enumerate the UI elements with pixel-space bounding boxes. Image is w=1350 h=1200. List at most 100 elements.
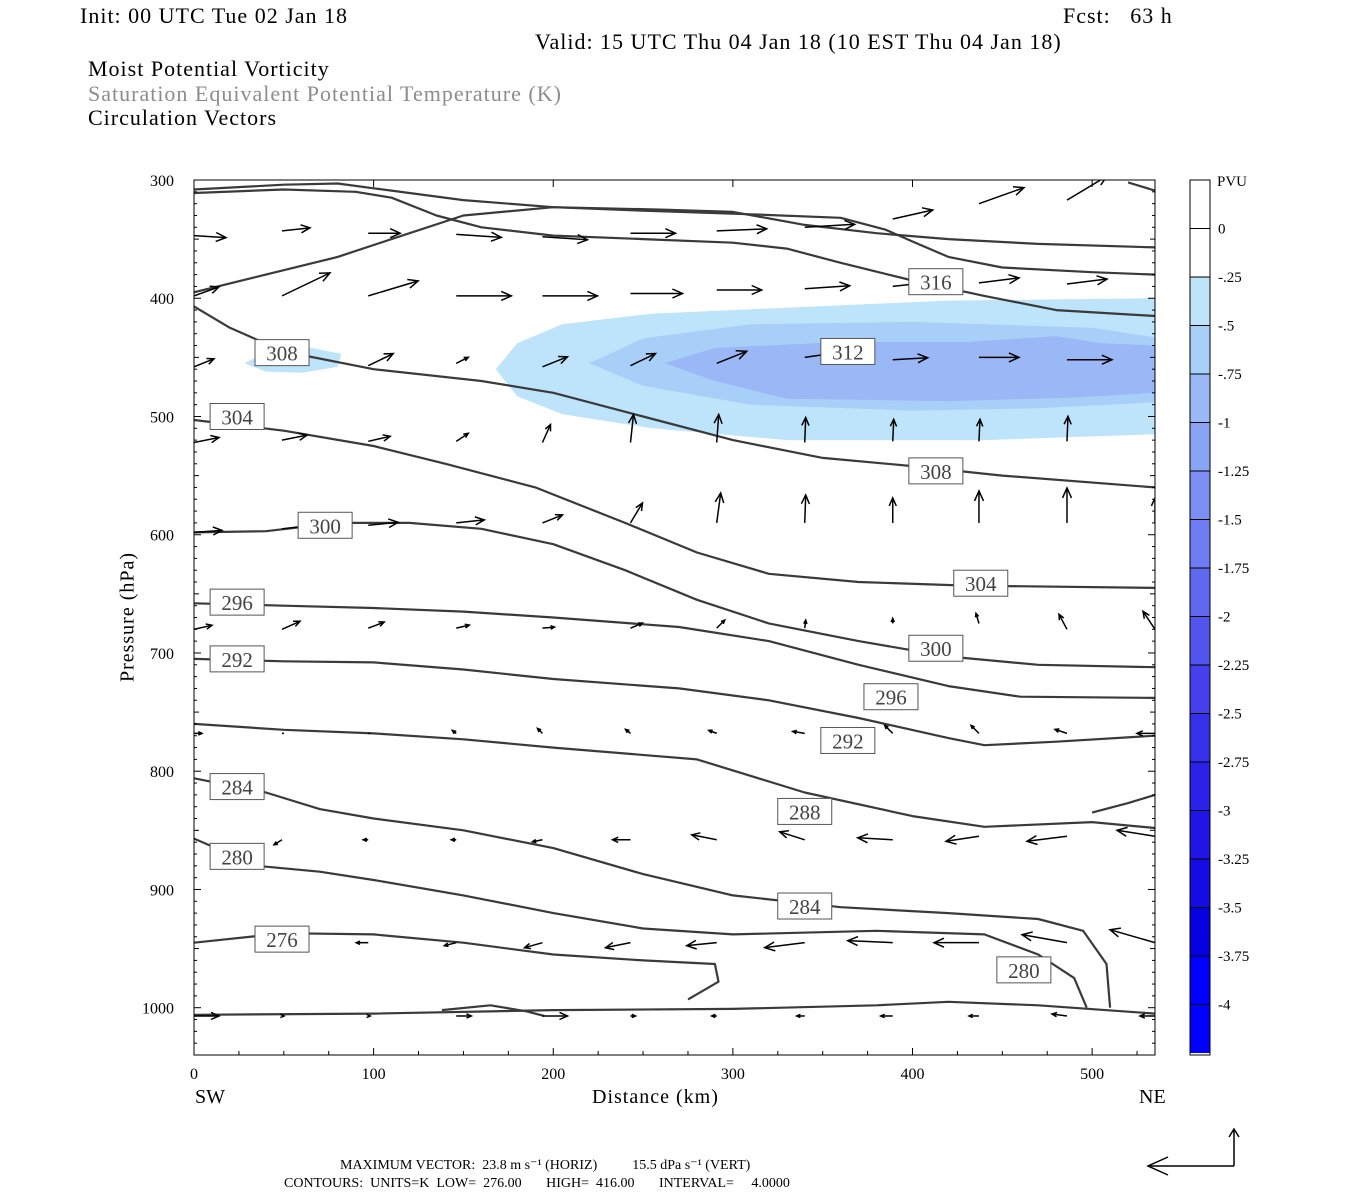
vector-head xyxy=(205,623,214,630)
colorbar-segment xyxy=(1190,907,1210,956)
circulation-vector xyxy=(455,356,470,364)
vector-head xyxy=(463,356,470,362)
circulation-vector xyxy=(975,417,984,442)
vector-head xyxy=(921,207,935,218)
vector-shaft xyxy=(194,436,220,444)
circulation-vector xyxy=(845,935,893,947)
contour-label-text: 316 xyxy=(920,271,952,295)
circulation-vector xyxy=(280,1013,286,1019)
vector-shaft xyxy=(541,424,552,443)
circulation-vector xyxy=(978,186,1026,205)
colorbar-title: PVU xyxy=(1217,174,1247,190)
vector-head xyxy=(709,1013,716,1019)
vector-head xyxy=(1150,496,1155,507)
x-tick-label: 200 xyxy=(541,1066,565,1083)
circulation-vector xyxy=(281,432,309,441)
vector-shaft xyxy=(542,356,568,368)
contour-label-box xyxy=(209,588,265,616)
vector-head xyxy=(1008,273,1021,285)
contour-label-box xyxy=(254,339,310,367)
circulation-vector xyxy=(1061,486,1073,523)
circulation-vector xyxy=(281,272,332,297)
vector-head xyxy=(378,621,386,627)
colorbar-label: -2.5 xyxy=(1218,707,1242,723)
circulation-vector xyxy=(194,231,228,243)
contour-label: 312 xyxy=(820,337,876,365)
y-axis-title: Pressure (hPa) xyxy=(116,551,139,683)
vector-head xyxy=(706,729,713,734)
colorbar-segment xyxy=(1190,325,1210,374)
x-end-label-sw: SW xyxy=(195,1086,225,1108)
vector-shaft xyxy=(715,492,722,524)
contour-label-text: 292 xyxy=(221,648,253,672)
y-tick-label: 500 xyxy=(150,409,174,426)
circulation-vector xyxy=(542,290,600,302)
circulation-vector xyxy=(714,491,725,524)
circulation-vector xyxy=(194,285,221,297)
circulation-vector xyxy=(716,350,749,364)
vector-shaft xyxy=(892,209,933,220)
contour-label-box xyxy=(908,634,964,662)
vector-head xyxy=(751,284,764,296)
vector-head xyxy=(762,941,776,952)
vector-head xyxy=(212,526,224,536)
circulation-vector xyxy=(630,352,658,367)
circulation-vector xyxy=(978,352,1021,363)
vector-head xyxy=(800,493,811,505)
vector-head xyxy=(627,412,638,425)
vector-head xyxy=(720,618,726,625)
theta-contour-296 xyxy=(194,602,1155,699)
vector-head xyxy=(714,491,725,504)
contour-labels: 308 304 316 312 308 300 304 296 300 292 296 292 284 2… xyxy=(209,268,1052,984)
theta-contour-320 xyxy=(194,182,1155,276)
vector-shaft xyxy=(716,619,726,629)
vector-shaft xyxy=(1026,835,1068,842)
vector-shaft xyxy=(891,419,895,442)
vector-shaft xyxy=(367,352,394,367)
circulation-vector xyxy=(1050,1011,1068,1018)
circulation-vector xyxy=(803,618,808,629)
x-end-label-ne: NE xyxy=(1139,1086,1166,1108)
circulation-vector xyxy=(1020,931,1068,944)
vector-shaft xyxy=(691,834,717,841)
vector-head xyxy=(888,496,897,507)
circulation-vector xyxy=(1138,1013,1155,1019)
vector-head xyxy=(645,352,658,362)
contour-label-text: 296 xyxy=(875,686,907,710)
circulation-vector xyxy=(978,273,1021,285)
circulation-vector xyxy=(1025,834,1068,846)
vector-head xyxy=(1100,180,1106,186)
x-axis-title: Distance (km) xyxy=(592,1086,719,1108)
circulation-vector xyxy=(713,412,723,443)
colorbar-segment xyxy=(1190,519,1210,568)
x-tick-label: 400 xyxy=(901,1066,925,1083)
vector-head xyxy=(558,355,570,365)
contour-label: 296 xyxy=(209,588,265,616)
vector-head xyxy=(665,228,678,239)
vector-shaft xyxy=(629,414,635,443)
colorbar-label: -2 xyxy=(1218,610,1231,626)
vector-shaft xyxy=(847,939,893,944)
theta-contour-280 xyxy=(194,837,1088,1009)
vector-head xyxy=(883,724,889,730)
theta-contour-312 xyxy=(194,206,1155,294)
vector-head xyxy=(366,1013,373,1019)
vector-head xyxy=(672,288,685,299)
vector-head xyxy=(801,415,810,426)
vector-shaft xyxy=(803,417,807,443)
pv-region xyxy=(664,336,1155,402)
vector-shaft xyxy=(945,835,980,842)
vector-head xyxy=(1141,609,1150,619)
colorbar-segment xyxy=(1190,859,1210,908)
vector-shaft xyxy=(456,519,485,524)
vector-shaft xyxy=(1142,610,1155,630)
theta-contour-304 xyxy=(194,418,1155,589)
theta-contour-276 xyxy=(194,1000,1155,1016)
contour-label-box xyxy=(863,683,919,711)
vector-head xyxy=(794,1013,801,1019)
circulation-vector xyxy=(456,1013,474,1019)
colorbar-label: -1.75 xyxy=(1218,561,1249,577)
vector-head xyxy=(1096,275,1109,286)
colorbar-label: -3.25 xyxy=(1218,852,1249,868)
